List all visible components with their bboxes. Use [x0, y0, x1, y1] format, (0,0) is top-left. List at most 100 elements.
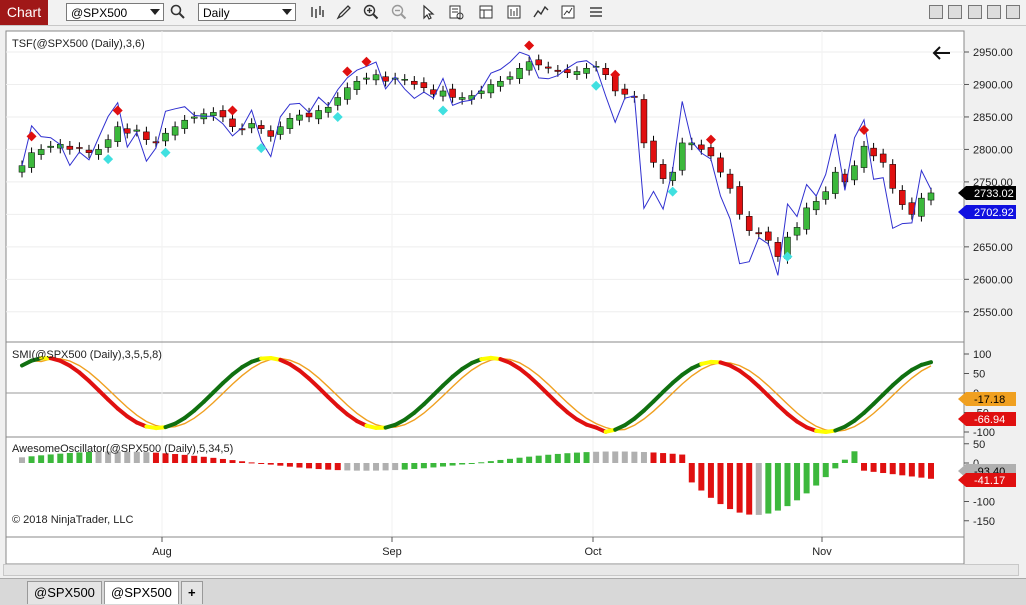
time-tick-label: Sep [382, 546, 402, 558]
ao-value-label-2: -41.17 [958, 473, 1016, 487]
candle [402, 79, 408, 80]
time-tick-label: Oct [584, 546, 601, 558]
ao-bar [593, 452, 599, 463]
price-tick-label: 2950.00 [973, 47, 1013, 59]
ao-bar [880, 463, 886, 473]
ao-bar [478, 462, 484, 463]
candle [918, 198, 924, 216]
chart-background [6, 31, 964, 564]
price-tick-label: 2900.00 [973, 79, 1013, 91]
candle [354, 81, 360, 89]
ao-bar [383, 463, 389, 470]
candle [344, 88, 350, 100]
last-price-label: 2733.02 [958, 186, 1016, 200]
candle [794, 227, 800, 235]
ao-bar [296, 463, 302, 468]
candle [813, 201, 819, 209]
ao-bar [392, 463, 398, 470]
ao-bar [890, 463, 896, 474]
ao-tick-label: -150 [973, 516, 995, 528]
ao-bar [507, 459, 513, 463]
ao-bar [249, 462, 255, 463]
candle [67, 146, 73, 149]
ao-bar [545, 455, 551, 463]
smi-value-label-2: -66.94 [958, 412, 1016, 426]
ao-bar [526, 457, 532, 463]
ao-bar [717, 463, 723, 504]
candle [746, 216, 752, 230]
ao-bar [402, 463, 408, 470]
candle [76, 147, 82, 148]
candle [584, 68, 590, 73]
ao-bar [794, 463, 800, 500]
smi-tick-label: -100 [973, 427, 995, 439]
candle [928, 193, 934, 200]
smi-tick-label: 100 [973, 349, 991, 361]
candle [622, 89, 628, 94]
time-tick-label: Nov [812, 546, 832, 558]
ao-bar [497, 460, 503, 463]
ao-bar [268, 463, 274, 465]
horizontal-scrollbar[interactable] [3, 564, 1019, 576]
candle [526, 62, 532, 70]
candle [421, 83, 427, 88]
ao-tick-label: -100 [973, 497, 995, 509]
ao-bar [861, 463, 867, 471]
smi-segment [921, 362, 931, 365]
candle [172, 127, 178, 135]
candle [851, 166, 857, 180]
ao-bar [641, 452, 647, 463]
candle [823, 192, 829, 200]
candle [230, 119, 236, 127]
candle [641, 99, 647, 143]
candle [335, 97, 341, 105]
ao-bar [670, 454, 676, 463]
ao-bar [651, 452, 657, 463]
ao-bar [536, 456, 542, 463]
candle [38, 149, 44, 154]
ao-bar [29, 456, 35, 463]
ao-bar [832, 463, 838, 468]
ao-tick-label: 50 [973, 439, 985, 451]
ao-bar [335, 463, 341, 470]
add-tab-button[interactable]: + [181, 581, 203, 604]
ao-bar [430, 463, 436, 467]
ao-bar [612, 451, 618, 463]
ao-bar [622, 452, 628, 463]
candle [268, 131, 274, 137]
tsf-value-label: 2702.92 [958, 205, 1016, 219]
ao-bar [679, 455, 685, 463]
ao-bar [38, 455, 44, 463]
ao-bar [813, 463, 819, 486]
candle [306, 113, 312, 117]
smi-value-2: -66.94 [974, 414, 1005, 426]
ao-bar [708, 463, 714, 498]
chart-area[interactable]: 2950.002900.002850.002800.002750.002700.… [0, 0, 1026, 578]
ao-bar [277, 463, 283, 466]
candle [765, 232, 771, 240]
ao-bar [842, 460, 848, 463]
candle [775, 242, 781, 256]
ao-bar [603, 452, 609, 463]
instrument-tabs-bar: @SPX500 @SPX500 + [0, 578, 1026, 605]
candle [277, 127, 283, 135]
ao-bar [363, 463, 369, 471]
instrument-tab[interactable]: @SPX500 [27, 581, 102, 604]
candle [383, 77, 389, 82]
candle [182, 120, 188, 128]
ao-bar [574, 453, 580, 463]
ao-bar [631, 452, 637, 463]
candle [411, 81, 417, 84]
instrument-tab-active[interactable]: @SPX500 [104, 581, 179, 604]
smi-value-1: -17.18 [974, 394, 1005, 406]
candle [86, 150, 92, 153]
ao-bar [19, 457, 25, 463]
ao-bar [421, 463, 427, 468]
ao-bar [517, 458, 523, 463]
candle [96, 149, 102, 154]
ao-panel-title: AwesomeOscillator(@SPX500 (Daily),5,34,5… [12, 443, 233, 455]
candle [191, 117, 197, 118]
ao-bar [851, 451, 857, 463]
ao-bar [823, 463, 829, 477]
candle [373, 75, 379, 80]
